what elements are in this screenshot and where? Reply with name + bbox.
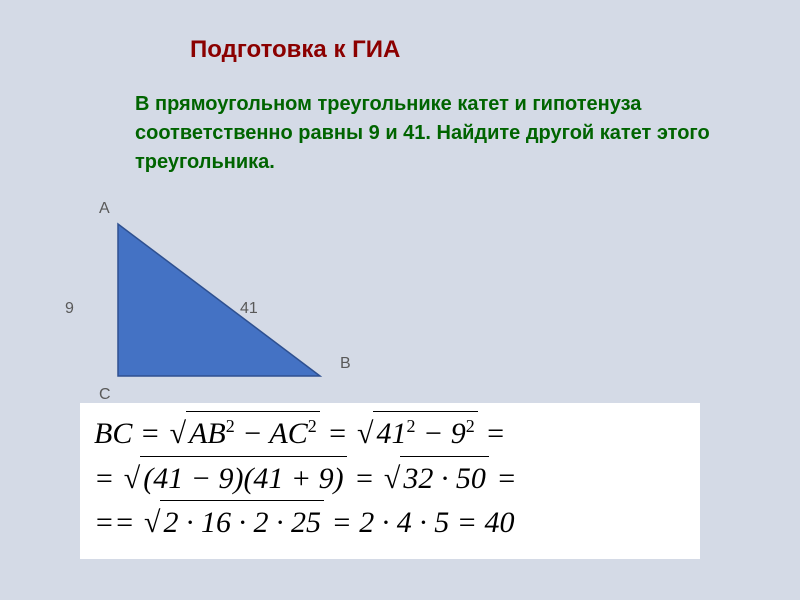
triangle-shape — [118, 224, 320, 376]
sqrt3-content: (41 − 9)(41 + 9) — [140, 456, 346, 501]
vertex-a-label: A — [99, 200, 110, 218]
side-ac-label: 9 — [65, 300, 74, 318]
sqrt-3: (41 − 9)(41 + 9) — [122, 456, 347, 501]
sqrt2-exp2: 2 — [466, 416, 475, 436]
vertex-c-label: C — [99, 386, 111, 404]
sqrt-5: 2 · 16 · 2 · 25 — [142, 500, 324, 545]
triangle-svg — [40, 200, 360, 400]
sqrt-2: 412 − 92 — [355, 411, 478, 456]
line2-eq: = — [347, 462, 382, 495]
formula-eq: = — [132, 417, 167, 450]
triangle-diagram: A C B 9 41 — [40, 200, 360, 405]
sqrt1-minus: − AC — [235, 417, 308, 450]
sqrt1-exp1: 2 — [226, 416, 235, 436]
vertex-b-label: B — [340, 355, 351, 373]
sqrt1-a: AB — [189, 417, 226, 450]
formula-line-2: = (41 − 9)(41 + 9) = 32 · 50 = — [94, 456, 686, 501]
formula-line-3: == 2 · 16 · 2 · 25 = 2 · 4 · 5 = 40 — [94, 500, 686, 545]
sqrt-1: AB2 − AC2 — [168, 411, 320, 456]
line2-end: = — [489, 462, 517, 495]
line3-rest: = 2 · 4 · 5 = 40 — [324, 506, 515, 539]
sqrt5-content: 2 · 16 · 2 · 25 — [160, 500, 324, 545]
formula-line-1: BC = AB2 − AC2 = 412 − 92 = — [94, 411, 686, 456]
page-title: Подготовка к ГИА — [190, 36, 400, 64]
sqrt-4: 32 · 50 — [382, 456, 489, 501]
sqrt1-exp2: 2 — [308, 416, 317, 436]
problem-statement: В прямоугольном треугольнике катет и гип… — [135, 90, 755, 177]
line1-end: = — [478, 417, 506, 450]
sqrt2-a: 41 — [376, 417, 406, 450]
line3-start: == — [94, 506, 142, 539]
line2-start: = — [94, 462, 122, 495]
side-ab-label: 41 — [240, 300, 258, 318]
formula-lhs: BC — [94, 417, 132, 450]
formula-eq2: = — [320, 417, 355, 450]
solution-formula: BC = AB2 − AC2 = 412 − 92 = = (41 − 9)(4… — [80, 403, 700, 559]
sqrt2-b: − 9 — [415, 417, 465, 450]
sqrt4-content: 32 · 50 — [400, 456, 489, 501]
